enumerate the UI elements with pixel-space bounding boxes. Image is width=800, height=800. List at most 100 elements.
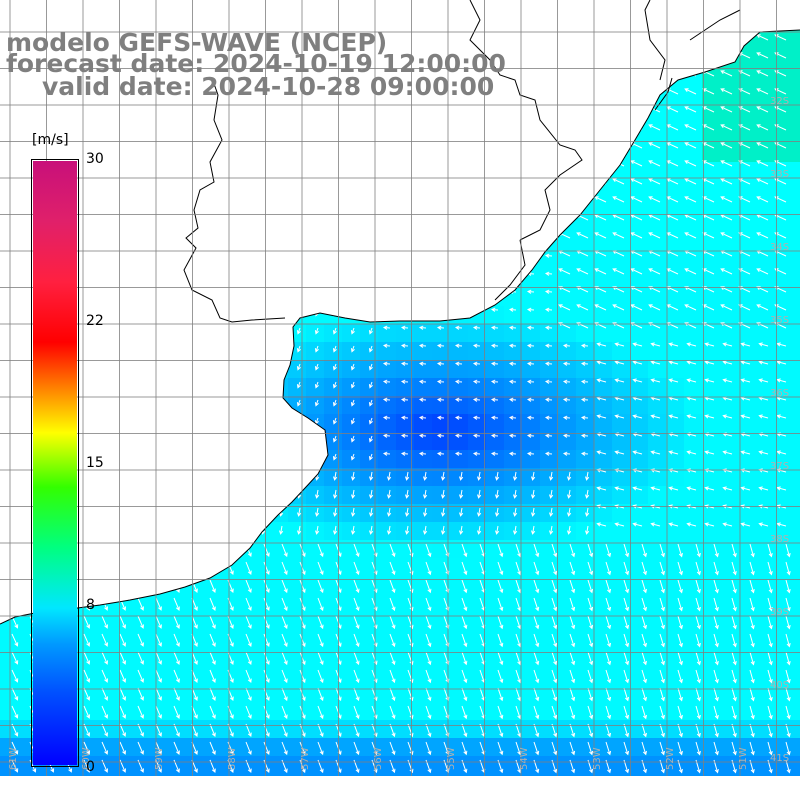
wind-arrow bbox=[684, 268, 697, 275]
wind-arrow bbox=[425, 669, 432, 684]
wind-arrow bbox=[263, 705, 270, 720]
wind-arrow bbox=[137, 741, 144, 755]
wind-arrow bbox=[245, 723, 252, 738]
speed-cell bbox=[792, 54, 800, 73]
speed-cell bbox=[666, 432, 685, 451]
speed-cell bbox=[360, 540, 379, 559]
speed-cell bbox=[738, 342, 757, 361]
wind-arrow bbox=[472, 361, 481, 366]
speed-cell bbox=[342, 450, 361, 469]
speed-cell bbox=[684, 666, 703, 685]
wind-arrow bbox=[533, 633, 540, 648]
wind-arrow bbox=[785, 579, 791, 594]
speed-cell bbox=[792, 306, 800, 325]
wind-arrow bbox=[713, 687, 719, 702]
wind-arrow bbox=[508, 415, 517, 420]
wind-arrow bbox=[720, 304, 733, 311]
wind-arrow bbox=[351, 525, 356, 535]
wind-arrow bbox=[650, 522, 661, 527]
wind-arrow bbox=[605, 669, 612, 684]
wind-arrow bbox=[353, 633, 360, 648]
wind-arrow bbox=[513, 507, 518, 517]
speed-cell bbox=[216, 594, 235, 613]
wind-arrow bbox=[454, 451, 463, 456]
wind-arrow bbox=[382, 379, 391, 384]
speed-cell bbox=[540, 432, 559, 451]
wind-arrow bbox=[630, 178, 643, 185]
wind-arrow bbox=[677, 651, 683, 666]
wind-arrow bbox=[382, 433, 391, 438]
speed-cell bbox=[702, 450, 721, 469]
wind-arrow bbox=[490, 343, 499, 348]
wind-arrow bbox=[738, 106, 751, 113]
speed-cell bbox=[792, 90, 800, 109]
speed-cell bbox=[684, 576, 703, 595]
speed-cell bbox=[594, 396, 613, 415]
speed-cell bbox=[738, 522, 757, 541]
wind-arrow bbox=[749, 669, 755, 684]
wind-arrow bbox=[623, 669, 630, 684]
wind-arrow bbox=[531, 507, 536, 517]
wind-arrow bbox=[155, 597, 162, 611]
speed-cell bbox=[648, 468, 667, 487]
speed-cell bbox=[216, 720, 235, 739]
speed-cell bbox=[522, 306, 541, 325]
wind-arrow bbox=[756, 196, 769, 203]
speed-cell bbox=[396, 378, 415, 397]
speed-cell bbox=[486, 342, 505, 361]
wind-arrow bbox=[461, 561, 468, 576]
speed-cell bbox=[774, 270, 793, 289]
wind-arrow bbox=[587, 687, 594, 702]
speed-cell bbox=[324, 756, 343, 775]
border-line bbox=[183, 0, 666, 323]
speed-cell bbox=[648, 306, 667, 325]
wind-arrow bbox=[731, 543, 737, 558]
speed-cell bbox=[558, 396, 577, 415]
speed-cell bbox=[738, 126, 757, 145]
wind-arrow bbox=[567, 507, 572, 517]
wind-arrow bbox=[632, 522, 643, 527]
wind-arrow bbox=[756, 178, 769, 185]
wind-arrow bbox=[526, 397, 535, 402]
wind-arrow bbox=[83, 651, 91, 665]
wind-arrow bbox=[587, 633, 594, 648]
speed-cell bbox=[144, 648, 163, 667]
speed-cell bbox=[108, 612, 127, 631]
wind-arrow bbox=[477, 507, 482, 517]
wind-arrow bbox=[425, 615, 432, 630]
speed-cell bbox=[738, 162, 757, 181]
wind-arrow bbox=[749, 705, 755, 720]
speed-cell bbox=[108, 720, 127, 739]
wind-arrow bbox=[686, 342, 697, 347]
speed-cell bbox=[774, 522, 793, 541]
speed-cell bbox=[90, 666, 109, 685]
wind-arrow bbox=[497, 669, 504, 684]
wind-arrow bbox=[333, 489, 338, 499]
wind-arrow bbox=[245, 615, 252, 630]
speed-cell bbox=[180, 594, 199, 613]
wind-arrow bbox=[353, 561, 360, 576]
wind-arrow bbox=[497, 741, 504, 756]
wind-arrow bbox=[11, 669, 19, 683]
longitude-labels: 61W 60W 59W 58W 57W 56W 55W 54W 53W 52W 51W bbox=[8, 747, 749, 770]
wind-arrow bbox=[686, 450, 697, 455]
wind-arrow bbox=[695, 561, 701, 576]
speed-cell bbox=[648, 720, 667, 739]
longitude-label: 54W bbox=[519, 747, 530, 770]
speed-cell bbox=[180, 630, 199, 649]
wind-arrow bbox=[333, 525, 338, 535]
speed-cell bbox=[216, 612, 235, 631]
speed-cell bbox=[738, 612, 757, 631]
wind-arrow bbox=[632, 414, 643, 419]
speed-cell bbox=[0, 630, 19, 649]
wind-arrow bbox=[632, 360, 643, 365]
wind-arrow bbox=[333, 471, 338, 481]
speed-cell bbox=[684, 468, 703, 487]
wind-arrow bbox=[776, 378, 787, 383]
wind-arrow bbox=[11, 687, 19, 701]
speed-cell bbox=[306, 630, 325, 649]
speed-cell bbox=[486, 450, 505, 469]
wind-arrow bbox=[297, 507, 302, 517]
wind-arrow bbox=[490, 451, 499, 456]
wind-arrow bbox=[677, 723, 683, 738]
